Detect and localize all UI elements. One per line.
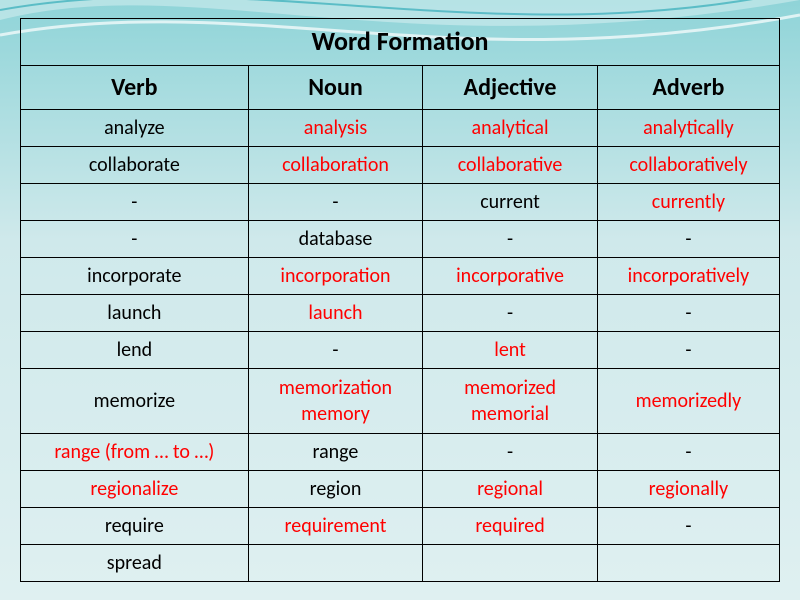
table-cell: regionally [597, 470, 779, 507]
table-cell: analytically [597, 109, 779, 146]
table-row: range (from … to …)range-- [21, 433, 780, 470]
table-cell: launch [21, 295, 249, 332]
table-row: launchlaunch-- [21, 295, 780, 332]
table-cell: - [248, 184, 423, 221]
table-cell: collaborative [423, 147, 598, 184]
table-cell: database [248, 221, 423, 258]
table-cell: range (from … to …) [21, 433, 249, 470]
table-cell: collaboration [248, 147, 423, 184]
table-cell [423, 544, 598, 581]
word-formation-table: Word Formation Verb Noun Adjective Adver… [20, 18, 780, 582]
col-adverb: Adverb [597, 65, 779, 109]
table-cell: required [423, 507, 598, 544]
table-cell: memorizedly [597, 369, 779, 434]
table-cell: requirement [248, 507, 423, 544]
table-cell: - [423, 433, 598, 470]
table-title: Word Formation [21, 19, 780, 66]
table-cell: - [597, 332, 779, 369]
table-row: requirerequirementrequired- [21, 507, 780, 544]
table-row: spread [21, 544, 780, 581]
table-cell: incorporatively [597, 258, 779, 295]
table-cell: incorporate [21, 258, 249, 295]
table-cell: require [21, 507, 249, 544]
table-cell: - [248, 332, 423, 369]
table-row: incorporateincorporationincorporativeinc… [21, 258, 780, 295]
table-cell: analyze [21, 109, 249, 146]
table-row: collaboratecollaborationcollaborativecol… [21, 147, 780, 184]
table-cell: collaboratively [597, 147, 779, 184]
table-row: lend-lent- [21, 332, 780, 369]
table-container: Word Formation Verb Noun Adjective Adver… [20, 18, 780, 582]
table-cell [248, 544, 423, 581]
table-cell: memorized memorial [423, 369, 598, 434]
table-cell: lent [423, 332, 598, 369]
table-cell: - [597, 507, 779, 544]
table-cell: launch [248, 295, 423, 332]
table-cell: - [597, 295, 779, 332]
table-cell: - [21, 184, 249, 221]
table-cell: lend [21, 332, 249, 369]
table-cell: memorize [21, 369, 249, 434]
table-row: --currentcurrently [21, 184, 780, 221]
table-cell: analytical [423, 109, 598, 146]
table-cell: regionalize [21, 470, 249, 507]
col-verb: Verb [21, 65, 249, 109]
table-cell: spread [21, 544, 249, 581]
table-cell: memorization memory [248, 369, 423, 434]
table-cell: currently [597, 184, 779, 221]
table-cell: incorporation [248, 258, 423, 295]
table-cell: - [21, 221, 249, 258]
table-cell: regional [423, 470, 598, 507]
table-row: analyzeanalysisanalyticalanalytically [21, 109, 780, 146]
table-cell: range [248, 433, 423, 470]
table-cell: - [597, 433, 779, 470]
table-cell: - [423, 295, 598, 332]
table-cell: current [423, 184, 598, 221]
table-cell: incorporative [423, 258, 598, 295]
table-cell [597, 544, 779, 581]
table-row: memorizememorization memorymemorized mem… [21, 369, 780, 434]
col-noun: Noun [248, 65, 423, 109]
table-row: -database-- [21, 221, 780, 258]
col-adjective: Adjective [423, 65, 598, 109]
table-header-row: Verb Noun Adjective Adverb [21, 65, 780, 109]
table-cell: region [248, 470, 423, 507]
table-cell: collaborate [21, 147, 249, 184]
table-cell: analysis [248, 109, 423, 146]
table-row: regionalizeregionregionalregionally [21, 470, 780, 507]
table-cell: - [423, 221, 598, 258]
table-cell: - [597, 221, 779, 258]
